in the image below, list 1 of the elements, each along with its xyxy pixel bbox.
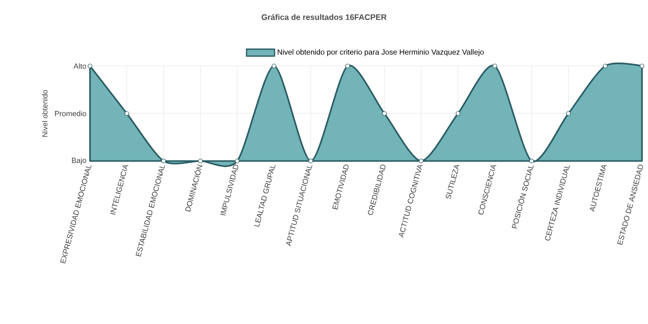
chart-title: Gráfica de resultados 16FACPER bbox=[262, 14, 387, 20]
